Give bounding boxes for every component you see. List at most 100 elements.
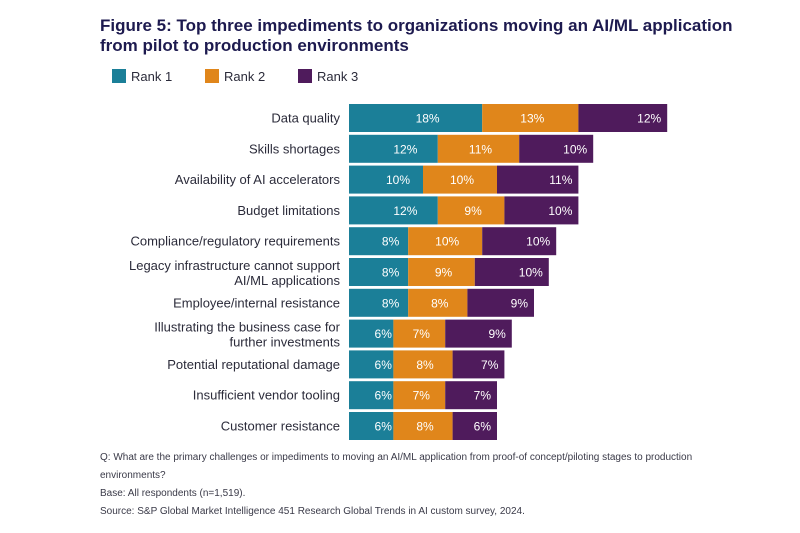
bar-rank-2	[408, 288, 468, 317]
bar-row: 6% 8% 7%	[349, 350, 505, 379]
bar-value-label: 9%	[488, 327, 506, 341]
bar-row: 12% 9% 10%	[349, 196, 579, 225]
bar-value-label: 6%	[375, 327, 393, 341]
chart-legend: Rank 1 Rank 2 Rank 3	[112, 69, 358, 84]
bar-rank-1	[349, 288, 409, 317]
bar-value-label: 10%	[519, 266, 543, 280]
bar-rank-1	[349, 319, 394, 348]
bar-value-label: 8%	[382, 296, 400, 310]
category-label: Illustrating the business case for furthe…	[154, 320, 340, 350]
bar-rank-3	[452, 412, 497, 440]
bar-value-label: 6%	[375, 420, 393, 434]
bar-value-label: 9%	[464, 204, 482, 218]
bar-value-label: 8%	[382, 266, 400, 280]
category-label: Employee/internal resistance	[173, 295, 340, 310]
legend-label: Rank 1	[131, 69, 172, 84]
stacked-bar-chart: Rank 1 Rank 2 Rank 3 Data quality Skills sh…	[112, 69, 668, 440]
bar-rank-2	[393, 381, 446, 410]
category-label: Budget limitations	[237, 203, 340, 218]
bar-value-label: 7%	[413, 389, 431, 403]
bar-row: 10% 10% 11%	[349, 165, 579, 194]
bar-rank-1	[349, 227, 409, 256]
bar-rank-3	[578, 104, 668, 132]
bar-rank-3	[445, 319, 512, 348]
bar-value-label: 18%	[416, 112, 440, 126]
bar-row: 8% 8% 9%	[349, 288, 534, 317]
legend-label: Rank 3	[317, 69, 358, 84]
question-note: Q: What are the primary challenges or im…	[100, 452, 693, 481]
legend-item-rank-3: Rank 3	[298, 69, 358, 84]
bar-rank-1	[349, 165, 423, 194]
bar-row: 6% 7% 7%	[349, 381, 497, 410]
bar-row: 6% 7% 9%	[349, 319, 512, 348]
bar-rank-2	[393, 319, 446, 348]
bar-value-label: 13%	[520, 112, 544, 126]
bar-value-label: 7%	[481, 358, 499, 372]
bar-rank-2	[423, 165, 497, 194]
bar-rank-1	[349, 258, 409, 286]
bar-rank-1	[349, 196, 438, 225]
bar-value-label: 10%	[548, 204, 572, 218]
bar-row: 8% 10% 10%	[349, 227, 557, 256]
category-label: Insufficient vendor tooling	[193, 388, 340, 403]
bar-value-label: 6%	[375, 389, 393, 403]
bar-rank-2	[437, 196, 505, 225]
chart-title: Figure 5: Top three impediments to organ…	[100, 16, 733, 55]
bar-rank-2	[482, 104, 579, 132]
bar-value-label: 10%	[563, 142, 587, 156]
legend-swatch	[298, 69, 312, 83]
bar-row: 18% 13% 12%	[349, 104, 668, 132]
category-label: Legacy infrastructure cannot support AI/M…	[129, 258, 341, 288]
bar-value-label: 10%	[386, 173, 410, 187]
bar-value-label: 12%	[393, 204, 417, 218]
bar-value-label: 9%	[435, 266, 453, 280]
bar-value-label: 8%	[416, 420, 434, 434]
bar-rank-2	[408, 227, 483, 256]
source-note: Source: S&P Global Market Intelligence 4…	[100, 506, 525, 517]
bar-row: 6% 8% 6%	[349, 412, 497, 440]
bar-value-label: 11%	[549, 173, 572, 187]
bars: 18% 13% 12% 12% 11% 10% 10% 10% 11% 12% 9% 10% 8% 10%…	[349, 104, 668, 440]
bar-rank-1	[349, 381, 394, 410]
bar-rank-3	[467, 288, 534, 317]
bar-rank-1	[349, 412, 394, 440]
legend-label: Rank 2	[224, 69, 265, 84]
bar-rank-1	[349, 134, 438, 163]
bar-rank-2	[408, 258, 475, 286]
bar-rank-1	[349, 104, 483, 132]
bar-rank-3	[474, 258, 549, 286]
category-label: Compliance/regulatory requirements	[130, 234, 340, 249]
category-label: Skills shortages	[249, 141, 341, 156]
bar-rank-3	[519, 134, 594, 163]
category-label: Data quality	[271, 111, 340, 126]
category-label: Availability of AI accelerators	[175, 172, 341, 187]
bar-rank-3	[482, 227, 557, 256]
bar-rank-2	[393, 412, 453, 440]
category-label: Customer resistance	[221, 419, 340, 434]
legend-swatch	[112, 69, 126, 83]
bar-row: 12% 11% 10%	[349, 134, 594, 163]
bar-value-label: 10%	[435, 235, 459, 249]
chart-notes: Q: What are the primary challenges or im…	[100, 449, 740, 521]
legend-item-rank-1: Rank 1	[112, 69, 172, 84]
legend-item-rank-2: Rank 2	[205, 69, 265, 84]
bar-value-label: 8%	[416, 358, 434, 372]
bar-rank-3	[497, 165, 579, 194]
bar-value-label: 8%	[382, 235, 400, 249]
bar-value-label: 11%	[469, 142, 492, 156]
bar-row: 8% 9% 10%	[349, 258, 549, 286]
bar-value-label: 12%	[393, 142, 417, 156]
bar-value-label: 8%	[431, 296, 449, 310]
category-labels: Data quality Skills shortages Availability…	[129, 111, 341, 434]
bar-rank-2	[393, 350, 453, 379]
bar-value-label: 7%	[413, 327, 431, 341]
bar-rank-1	[349, 350, 394, 379]
legend-swatch	[205, 69, 219, 83]
bar-value-label: 9%	[511, 296, 529, 310]
bar-rank-3	[445, 381, 497, 410]
base-note: Base: All respondents (n=1,519).	[100, 488, 246, 499]
bar-value-label: 6%	[474, 420, 492, 434]
bar-value-label: 12%	[637, 112, 661, 126]
bar-rank-3	[452, 350, 505, 379]
bar-value-label: 6%	[375, 358, 393, 372]
